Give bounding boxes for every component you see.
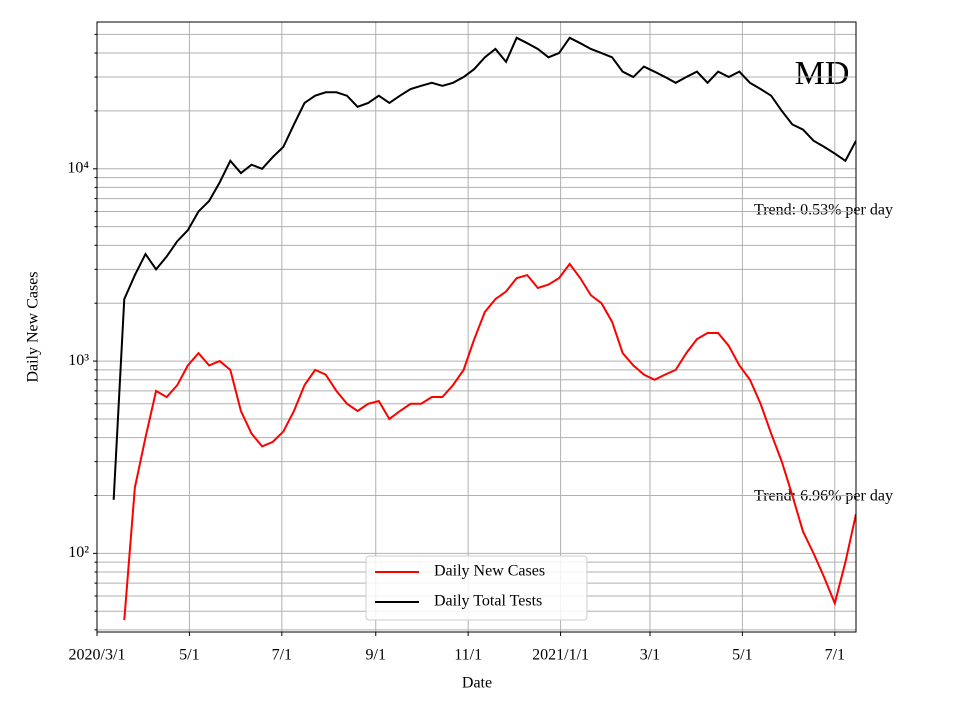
legend-box [365,555,588,621]
x-tick-label: 3/1 [640,647,660,664]
x-axis-label: Date [462,675,492,692]
line-series [123,262,856,621]
y-axis-label: Daily New Cases [25,271,42,382]
annotation: Trend: 0.53% per day [754,202,893,219]
x-tick-label: 2020/3/1 [69,647,126,664]
x-tick-label: 9/1 [366,647,386,664]
legend-label: Daily New Cases [434,563,545,580]
annotation: Trend: 6.96% per day [754,488,893,505]
y-tick-label: 10³ [68,352,89,369]
plot-area [112,36,856,621]
x-tick-label: 5/1 [732,647,752,664]
legend-label: Daily Total Tests [434,593,542,610]
y-tick-label: 10⁴ [67,159,89,176]
line-series [112,36,856,500]
chart-title: MD [795,55,850,92]
axes-frame [96,21,857,633]
x-tick-label: 5/1 [179,647,199,664]
x-tick-label: 11/1 [454,647,482,664]
y-tick-label: 10² [68,544,89,561]
x-tick-label: 7/1 [272,647,292,664]
x-tick-label: 7/1 [825,647,845,664]
x-tick-label: 2021/1/1 [532,647,589,664]
